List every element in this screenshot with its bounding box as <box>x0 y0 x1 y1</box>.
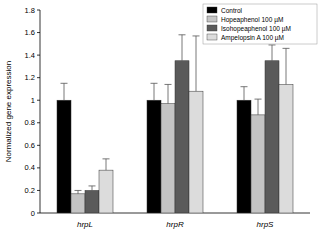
legend: Control Hopeaphenol 100 µMIsohopeaphenol … <box>203 4 317 44</box>
error-cap <box>165 84 172 85</box>
bar <box>237 100 251 213</box>
y-tick <box>37 55 40 56</box>
legend-swatch <box>207 16 217 22</box>
error-bar <box>89 186 96 191</box>
legend-label: Ampelopsin A 100 µM <box>221 34 284 42</box>
error-line <box>106 159 107 170</box>
bar <box>189 91 203 213</box>
y-tick <box>37 145 40 146</box>
bar <box>251 115 265 213</box>
chart-root: 0 0.2 0.4 0.6 0.8 1 1.2 1.4 1.6 1.8 Normalized gen… <box>0 0 323 235</box>
error-bar <box>165 84 172 103</box>
x-tick-label: hrpR <box>166 220 184 229</box>
x-tick-label: hrpL <box>77 220 93 229</box>
error-cap <box>283 48 290 49</box>
error-bar <box>61 83 68 100</box>
y-tick-label: 1.8 <box>25 6 35 15</box>
y-tick-label: 0 <box>31 209 35 218</box>
legend-label: Isohopeaphenol 100 µM <box>221 25 291 33</box>
y-tick <box>37 77 40 78</box>
y-tick <box>37 190 40 191</box>
error-line <box>258 99 259 115</box>
error-cap <box>89 185 96 186</box>
error-cap <box>269 44 276 45</box>
error-bar <box>255 99 262 115</box>
error-bar <box>241 87 248 101</box>
y-tick-label: 1 <box>31 96 35 105</box>
legend-box <box>203 4 317 44</box>
error-bar <box>103 159 110 170</box>
y-tick-label: 0.4 <box>25 163 35 172</box>
error-bar <box>179 35 186 61</box>
error-cap <box>61 83 68 84</box>
error-line <box>154 83 155 100</box>
error-bar <box>193 36 200 91</box>
x-tick-label: hrpS <box>257 220 275 229</box>
error-line <box>244 87 245 101</box>
legend-swatch <box>207 34 217 40</box>
error-cap <box>179 34 186 35</box>
bar <box>265 61 279 213</box>
error-line <box>182 35 183 61</box>
y-tick-label: 1.4 <box>25 51 35 60</box>
bar <box>85 190 99 213</box>
error-line <box>64 83 65 100</box>
error-cap <box>241 86 248 87</box>
error-line <box>78 190 79 193</box>
y-tick <box>37 100 40 101</box>
legend-label: Hopeaphenol 100 µM <box>221 16 283 24</box>
y-tick-label: 0.8 <box>25 118 35 127</box>
error-cap <box>193 35 200 36</box>
error-cap <box>75 190 82 191</box>
error-bar <box>151 83 158 100</box>
bar <box>57 100 71 213</box>
error-cap <box>103 158 110 159</box>
bar <box>161 104 175 213</box>
error-cap <box>151 83 158 84</box>
y-tick <box>37 32 40 33</box>
error-line <box>286 48 287 84</box>
y-tick-label: 1.2 <box>25 73 35 82</box>
chart: 0 0.2 0.4 0.6 0.8 1 1.2 1.4 1.6 1.8 Normalized gen… <box>0 0 323 235</box>
y-tick <box>37 213 40 214</box>
bar <box>175 61 189 213</box>
y-axis-label: Normalized gene expression <box>4 61 13 162</box>
bar <box>147 100 161 213</box>
error-line <box>272 45 273 61</box>
legend-swatch <box>207 7 217 13</box>
bar <box>71 194 85 213</box>
error-bar <box>75 190 82 193</box>
bar <box>279 84 293 213</box>
error-bar <box>269 45 276 61</box>
error-line <box>92 186 93 191</box>
legend-label: Control <box>221 7 243 14</box>
error-line <box>168 84 169 103</box>
bar <box>99 170 113 213</box>
y-tick-label: 1.6 <box>25 28 35 37</box>
legend-swatch <box>207 25 217 31</box>
bars <box>57 35 293 213</box>
y-tick-label: 0.2 <box>25 186 35 195</box>
y-tick-label: 0.6 <box>25 141 35 150</box>
y-tick <box>37 122 40 123</box>
error-cap <box>255 99 262 100</box>
y-tick <box>37 167 40 168</box>
error-bar <box>283 48 290 84</box>
y-tick <box>37 10 40 11</box>
y-axis <box>40 10 41 213</box>
error-line <box>196 36 197 91</box>
